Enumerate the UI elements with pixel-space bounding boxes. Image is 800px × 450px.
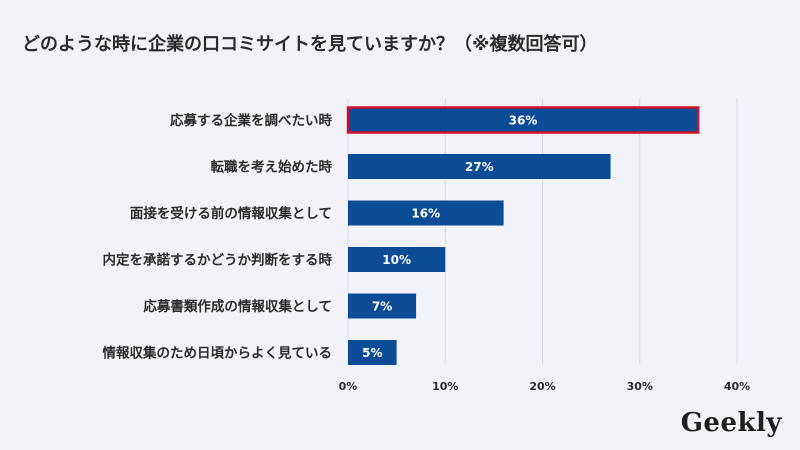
bar bbox=[348, 200, 504, 226]
x-tick-label: 20% bbox=[529, 380, 555, 393]
bar bbox=[348, 247, 446, 272]
chart-title: どのような時に企業の口コミサイトを見ていますか？（※複数回答可） bbox=[22, 34, 598, 55]
category-label: 面接を受ける前の情報収集として bbox=[130, 205, 332, 222]
category-label: 内定を承諾するかどうか判断をする時 bbox=[103, 252, 333, 269]
bar bbox=[348, 293, 417, 319]
category-label: 応募する企業を調べたい時 bbox=[170, 112, 332, 129]
x-tick-label: 10% bbox=[432, 380, 458, 393]
gridlines bbox=[347, 98, 738, 364]
x-tick-label: 0% bbox=[339, 380, 358, 393]
category-labels: 応募する企業を調べたい時転職を考え始めた時面接を受ける前の情報収集として内定を承… bbox=[103, 112, 333, 362]
data-label: 10% bbox=[382, 253, 411, 267]
bar bbox=[348, 154, 611, 179]
bar bbox=[348, 340, 397, 365]
x-axis-ticks: 0% 10% 20% 30% 40% bbox=[339, 380, 751, 393]
data-label: 5% bbox=[362, 346, 382, 360]
bar bbox=[346, 106, 700, 134]
bars: 36% 27% 16% 10% 7% 5% bbox=[346, 106, 700, 365]
x-tick-label: 40% bbox=[724, 380, 750, 393]
brand-logo: Geekly bbox=[680, 408, 782, 438]
category-label: 情報収集のため日頃からよく見ている bbox=[103, 345, 333, 362]
data-label: 16% bbox=[411, 207, 440, 221]
data-label: 7% bbox=[372, 300, 392, 314]
category-label: 転職を考え始めた時 bbox=[211, 159, 333, 176]
x-tick-label: 30% bbox=[627, 380, 653, 393]
data-label: 27% bbox=[465, 160, 494, 174]
data-label: 36% bbox=[509, 114, 538, 128]
category-label: 応募書類作成の情報収集として bbox=[143, 298, 332, 315]
